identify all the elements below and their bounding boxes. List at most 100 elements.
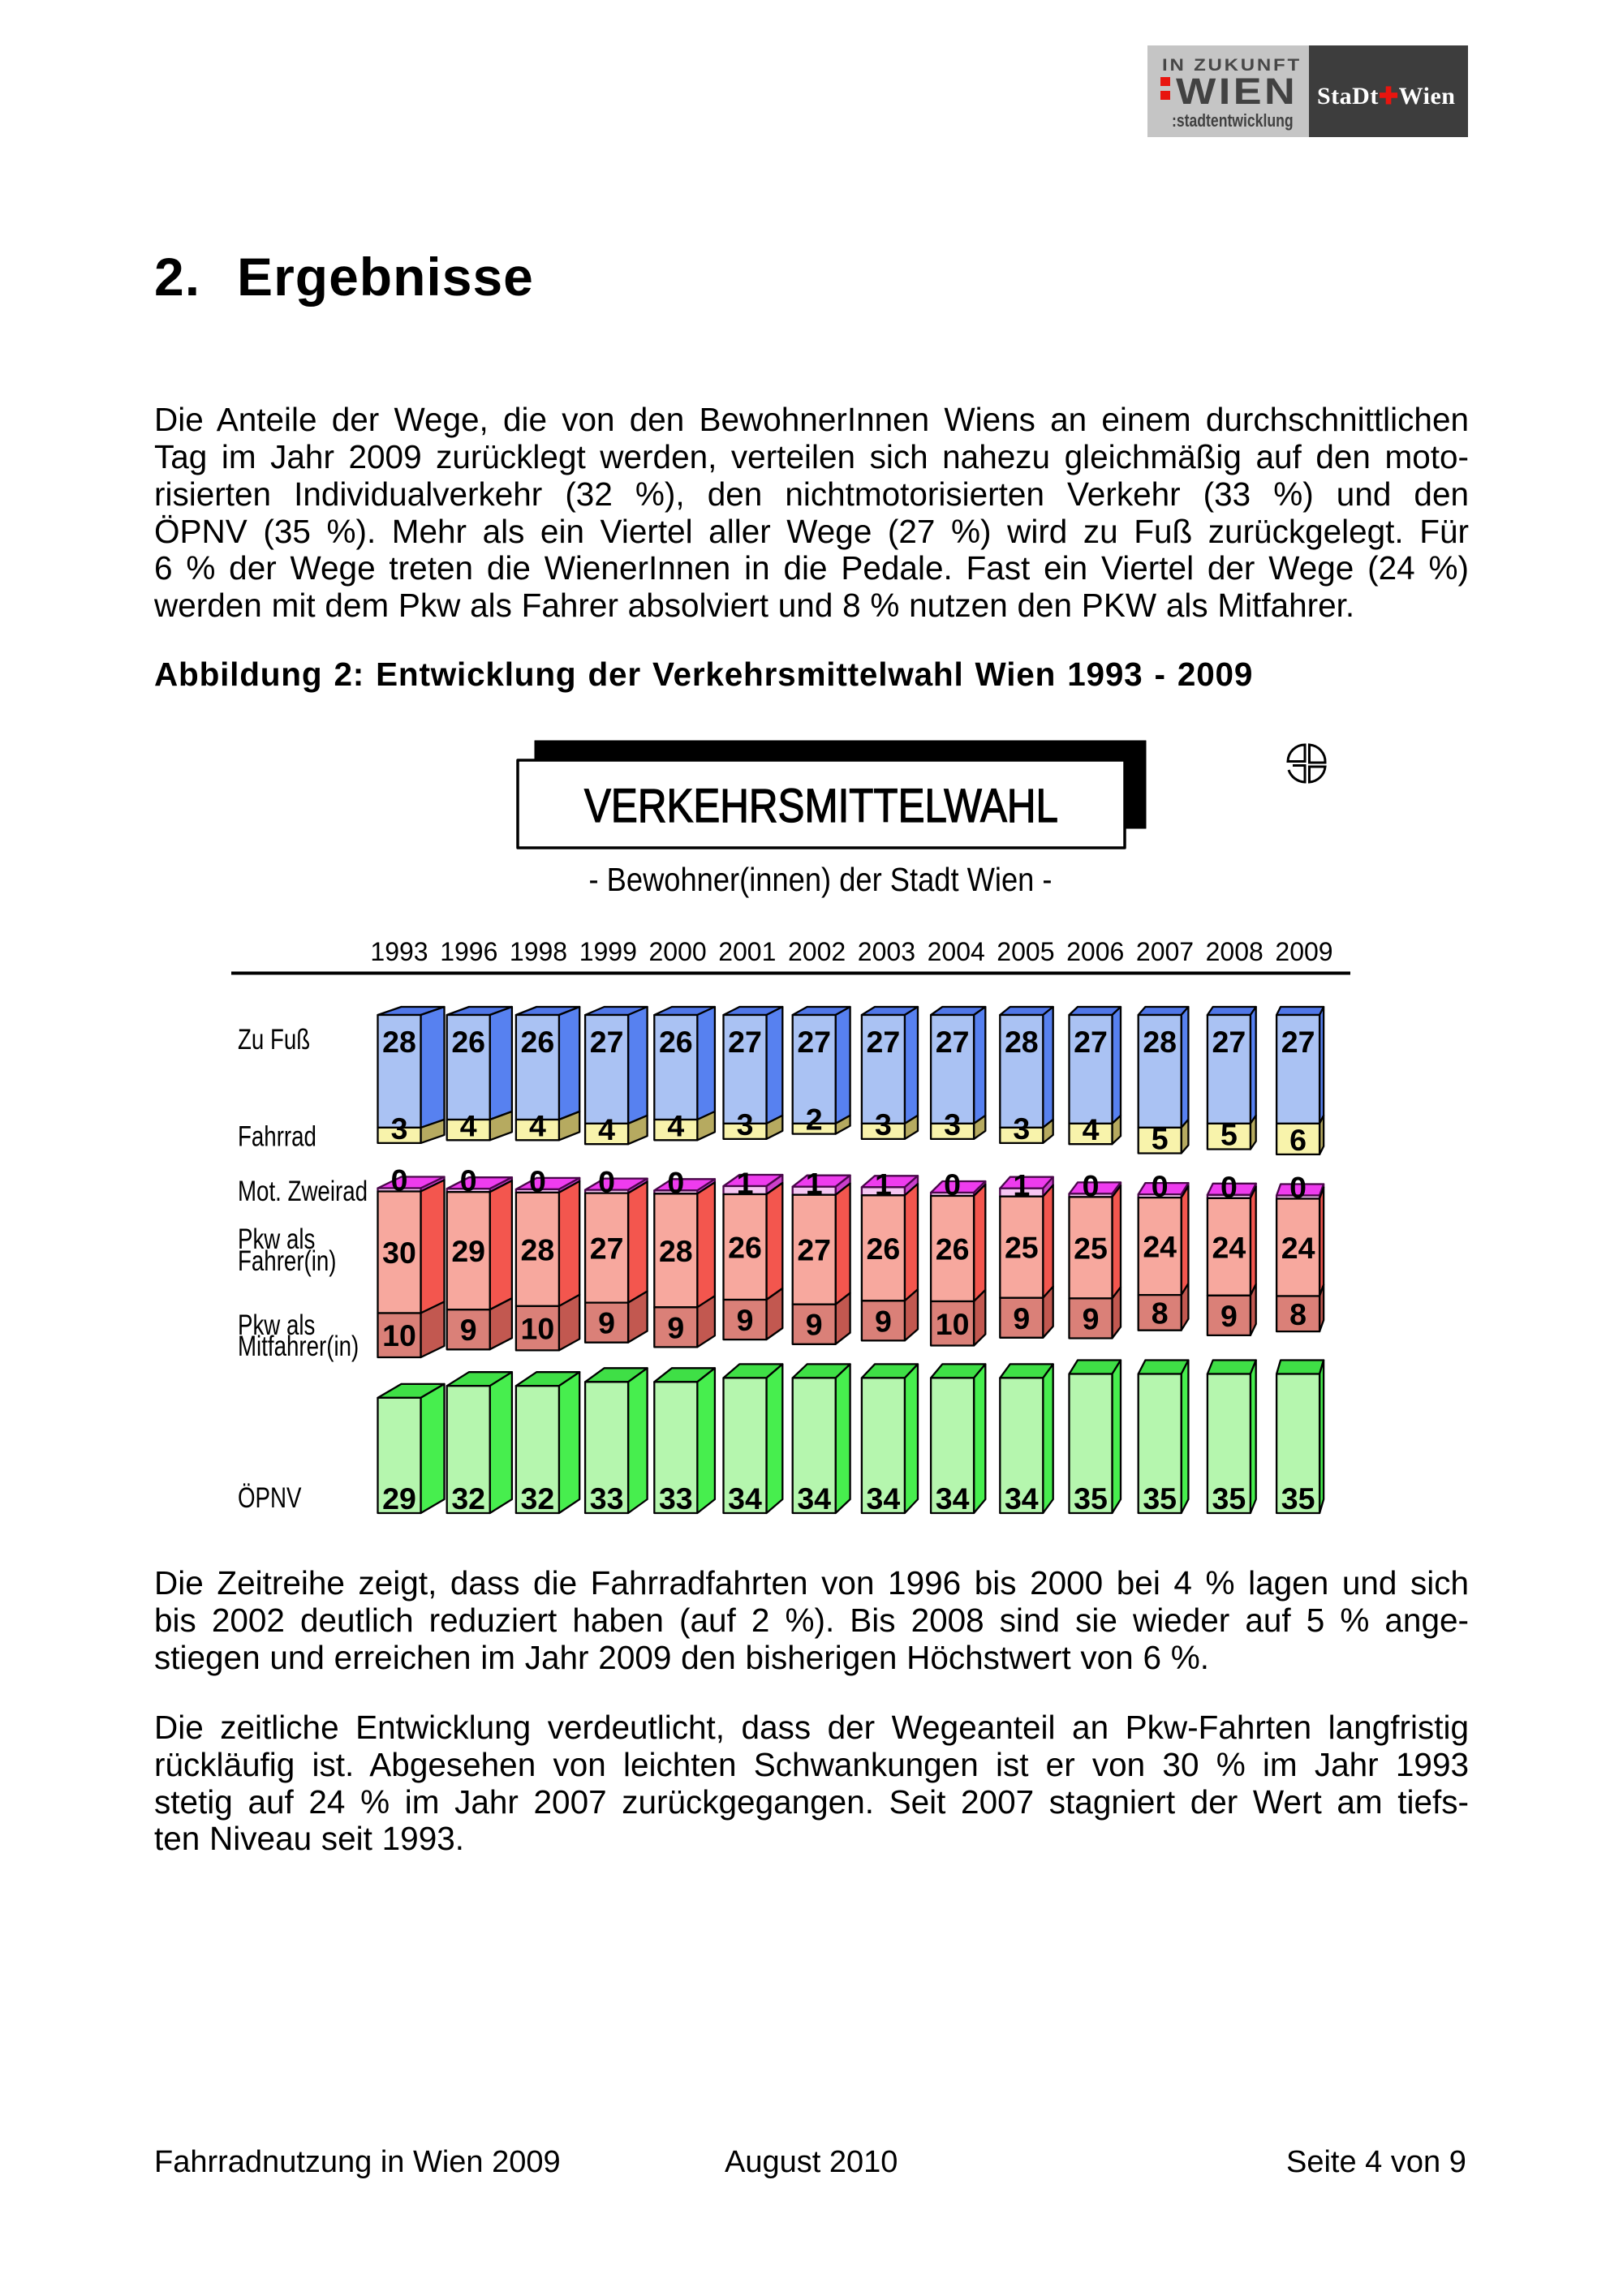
svg-text:2001: 2001 [718,937,776,966]
svg-text:27: 27 [590,1025,624,1059]
svg-text:9: 9 [460,1313,477,1347]
svg-text:Fahrrad: Fahrrad [238,1120,316,1152]
svg-text:- Bewohner(innen) der Stadt Wi: - Bewohner(innen) der Stadt Wien - [589,861,1053,898]
svg-text:0: 0 [391,1163,408,1197]
svg-text:1: 1 [737,1166,754,1200]
svg-text:0: 0 [460,1163,477,1197]
svg-text:26: 26 [451,1025,485,1059]
svg-text:2007: 2007 [1136,937,1194,966]
svg-text:4: 4 [598,1112,615,1146]
svg-text:Zu Fuß: Zu Fuß [238,1023,310,1056]
svg-text:10: 10 [521,1312,555,1346]
svg-text:27: 27 [936,1025,970,1059]
svg-text:0: 0 [944,1167,961,1202]
svg-text:Mot. Zweirad: Mot. Zweirad [238,1175,368,1207]
svg-text:27: 27 [867,1025,901,1059]
svg-text:27: 27 [590,1232,624,1266]
svg-text:Fahrer(in): Fahrer(in) [238,1245,337,1277]
svg-text:25: 25 [1005,1231,1039,1265]
svg-text:Pkw als: Pkw als [238,1309,315,1341]
svg-text:3: 3 [1013,1111,1030,1146]
svg-text:1998: 1998 [510,937,567,966]
svg-text:34: 34 [797,1481,831,1516]
svg-text:24: 24 [1281,1231,1315,1265]
svg-text:Mitfahrer(in): Mitfahrer(in) [238,1330,359,1362]
svg-text:1: 1 [1013,1168,1030,1202]
svg-text:9: 9 [737,1303,754,1337]
svg-text:35: 35 [1074,1481,1108,1516]
svg-text:29: 29 [382,1481,416,1516]
svg-text:0: 0 [1220,1170,1238,1204]
svg-text:1: 1 [875,1167,892,1201]
svg-text:10: 10 [936,1307,970,1341]
svg-text:1996: 1996 [440,937,497,966]
svg-text:24: 24 [1212,1230,1246,1264]
svg-text:Pkw als: Pkw als [238,1222,315,1254]
svg-text:9: 9 [806,1308,823,1342]
svg-text:2000: 2000 [649,937,707,966]
svg-text:4: 4 [1083,1112,1100,1146]
svg-text:35: 35 [1281,1481,1315,1516]
svg-text:2: 2 [806,1103,823,1137]
svg-text:27: 27 [728,1025,762,1059]
svg-text:0: 0 [1289,1171,1307,1205]
svg-text:6: 6 [1289,1123,1307,1157]
svg-text:34: 34 [936,1481,970,1516]
svg-text:8: 8 [1152,1296,1169,1330]
svg-text:ÖPNV: ÖPNV [238,1481,302,1513]
svg-text:30: 30 [382,1236,416,1270]
svg-text:5: 5 [1152,1122,1169,1156]
svg-text:3: 3 [737,1107,754,1142]
svg-text:32: 32 [451,1481,485,1516]
svg-text:4: 4 [529,1108,546,1142]
svg-text:1: 1 [806,1167,823,1201]
svg-text:33: 33 [590,1481,624,1516]
svg-text:0: 0 [1152,1169,1169,1203]
svg-text:26: 26 [867,1232,901,1266]
svg-text:3: 3 [944,1107,961,1142]
svg-text:0: 0 [667,1165,684,1199]
svg-text:2004: 2004 [928,937,985,966]
svg-text:34: 34 [728,1481,762,1516]
svg-text:27: 27 [1212,1025,1246,1059]
svg-text:25: 25 [1074,1231,1108,1265]
svg-text:VERKEHRSMITTELWAHL: VERKEHRSMITTELWAHL [584,780,1058,832]
svg-text:34: 34 [867,1481,901,1516]
svg-text:27: 27 [1281,1025,1315,1059]
svg-text:34: 34 [1005,1481,1039,1516]
svg-text:35: 35 [1143,1481,1177,1516]
svg-text:9: 9 [1083,1301,1100,1335]
svg-text:8: 8 [1289,1297,1307,1331]
svg-text:5: 5 [1220,1118,1238,1152]
svg-text:0: 0 [529,1164,546,1198]
svg-text:27: 27 [1074,1025,1108,1059]
svg-text:26: 26 [728,1231,762,1265]
svg-text:10: 10 [382,1318,416,1352]
svg-text:2002: 2002 [788,937,846,966]
svg-text:1993: 1993 [370,937,428,966]
svg-text:24: 24 [1143,1230,1177,1264]
svg-text:28: 28 [659,1234,693,1268]
svg-text:9: 9 [598,1306,615,1340]
svg-text:2005: 2005 [997,937,1054,966]
svg-text:3: 3 [391,1111,408,1146]
svg-text:28: 28 [521,1232,555,1266]
svg-text:9: 9 [1220,1299,1238,1333]
svg-text:28: 28 [382,1025,416,1059]
svg-text:27: 27 [797,1233,831,1267]
svg-text:4: 4 [667,1108,684,1142]
svg-text:29: 29 [451,1234,485,1268]
svg-text:26: 26 [521,1025,555,1059]
svg-text:4: 4 [460,1108,477,1142]
svg-text:2008: 2008 [1206,937,1264,966]
svg-text:35: 35 [1212,1481,1246,1516]
svg-text:9: 9 [1013,1301,1030,1335]
svg-text:2009: 2009 [1275,937,1332,966]
svg-text:9: 9 [667,1310,684,1344]
svg-text:28: 28 [1143,1025,1177,1059]
svg-text:1999: 1999 [579,937,637,966]
svg-text:9: 9 [875,1304,892,1338]
svg-text:0: 0 [598,1165,615,1199]
svg-text:2006: 2006 [1066,937,1124,966]
svg-text:26: 26 [936,1232,970,1266]
